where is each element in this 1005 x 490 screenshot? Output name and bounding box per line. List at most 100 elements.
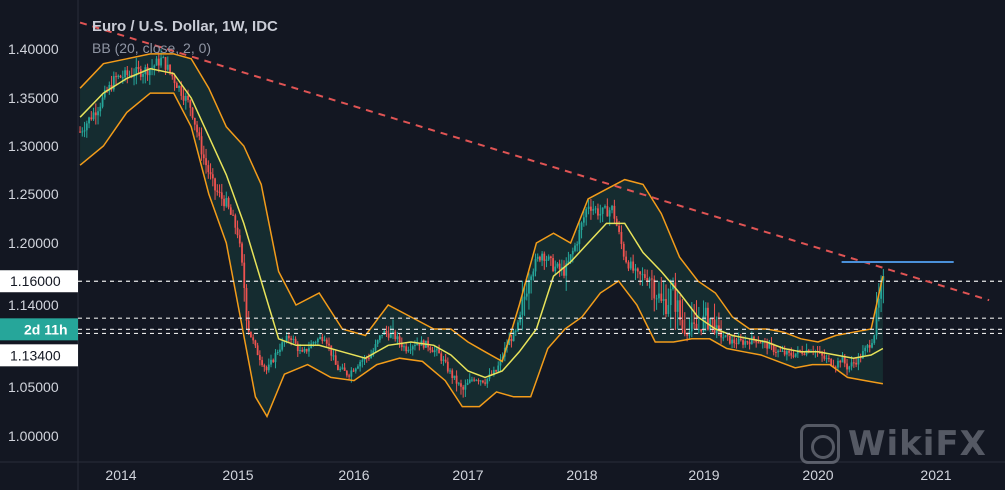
candle-body <box>205 158 207 166</box>
candle-body <box>455 375 458 384</box>
price-level-label: 1.16000 <box>10 273 61 289</box>
candle-body <box>545 259 548 261</box>
candle-body <box>658 293 660 299</box>
resistance-trendline <box>79 21 990 302</box>
candle-body <box>837 360 839 368</box>
candle-body <box>755 339 758 343</box>
candle-body <box>599 213 602 216</box>
candle-body <box>608 210 611 217</box>
candle-body <box>643 274 646 278</box>
candle-body <box>604 206 606 208</box>
candle-body <box>416 342 419 346</box>
candle-body <box>514 330 517 332</box>
candle-body <box>94 112 97 116</box>
candle-body <box>693 322 696 324</box>
price-label-bg <box>0 318 78 341</box>
candle-body <box>877 298 880 308</box>
candle-body <box>287 335 290 339</box>
candle-body <box>651 278 653 280</box>
candle-body <box>632 261 635 271</box>
candle-body <box>157 58 160 66</box>
candle-body <box>292 338 295 340</box>
candle-body <box>247 320 250 332</box>
candle-body <box>180 85 183 96</box>
candle-body <box>662 298 665 301</box>
candle-body <box>160 57 162 66</box>
candle-body <box>438 349 440 354</box>
candle-body <box>153 65 156 68</box>
symbol-title[interactable]: Euro / U.S. Dollar, 1W, IDC <box>92 18 278 35</box>
candle-body <box>164 57 167 70</box>
candle-body <box>569 254 572 261</box>
candle-body <box>207 165 210 173</box>
candle-body <box>484 382 486 384</box>
candle-body <box>85 123 88 131</box>
candle-body <box>409 349 412 351</box>
candle-body <box>332 355 335 357</box>
candle-body <box>272 359 275 363</box>
candle-body <box>788 351 790 353</box>
candle-body <box>690 322 693 332</box>
candle-body <box>374 344 377 351</box>
wikifx-logo-icon <box>800 424 840 464</box>
candle-body <box>713 319 716 334</box>
candle-body <box>576 244 579 246</box>
candle-body <box>499 358 502 366</box>
candle-body <box>855 362 858 365</box>
candle-body <box>864 347 867 352</box>
time-tick-label: 2020 <box>802 467 833 483</box>
candle-body <box>477 380 480 382</box>
candle-body <box>737 338 740 344</box>
candle-body <box>348 375 350 377</box>
price-tick-label: 1.25000 <box>8 186 59 202</box>
bollinger-fill <box>80 53 883 417</box>
candle-body <box>479 380 482 382</box>
candle-body <box>523 296 526 300</box>
candle-body <box>466 382 469 385</box>
candle-body <box>695 323 698 330</box>
candle-body <box>636 268 639 272</box>
candle-body <box>241 243 243 263</box>
candle-body <box>198 132 201 137</box>
candle-body <box>108 84 111 92</box>
time-tick-label: 2014 <box>105 467 136 483</box>
candle-body <box>211 174 214 179</box>
candle-body <box>679 300 681 321</box>
candle-body <box>674 282 677 312</box>
candle-body <box>137 66 140 69</box>
candle-body <box>339 368 342 370</box>
candle-body <box>263 365 266 368</box>
candle-body <box>92 112 95 120</box>
candle-body <box>629 261 632 269</box>
candle-body <box>521 299 524 315</box>
candle-body <box>236 227 239 236</box>
candle-body <box>385 330 388 334</box>
candle-body <box>482 380 484 383</box>
candle-body <box>162 57 165 59</box>
time-tick-label: 2021 <box>920 467 951 483</box>
candle-body <box>252 337 255 341</box>
candle-body <box>571 250 574 255</box>
candle-body <box>625 256 628 263</box>
candle-body <box>552 258 554 272</box>
price-level-label: 1.13400 <box>10 347 61 363</box>
candle-body <box>530 276 533 281</box>
candle-body <box>442 359 445 361</box>
candle-body <box>613 205 616 219</box>
candle-body <box>492 370 495 376</box>
candle-body <box>166 64 169 70</box>
candle-body <box>541 253 543 261</box>
candle-body <box>464 384 467 390</box>
candle-body <box>794 353 797 357</box>
time-tick-label: 2015 <box>222 467 253 483</box>
candle-body <box>258 355 261 361</box>
candle-body <box>276 351 279 353</box>
candle-body <box>196 124 198 133</box>
candle-body <box>314 342 317 344</box>
candle-body <box>83 130 86 132</box>
candle-body <box>378 335 381 341</box>
indicator-label[interactable]: BB (20, close, 2, 0) <box>92 40 212 56</box>
candle-body <box>497 365 500 372</box>
price-tick-label: 1.20000 <box>8 235 59 251</box>
